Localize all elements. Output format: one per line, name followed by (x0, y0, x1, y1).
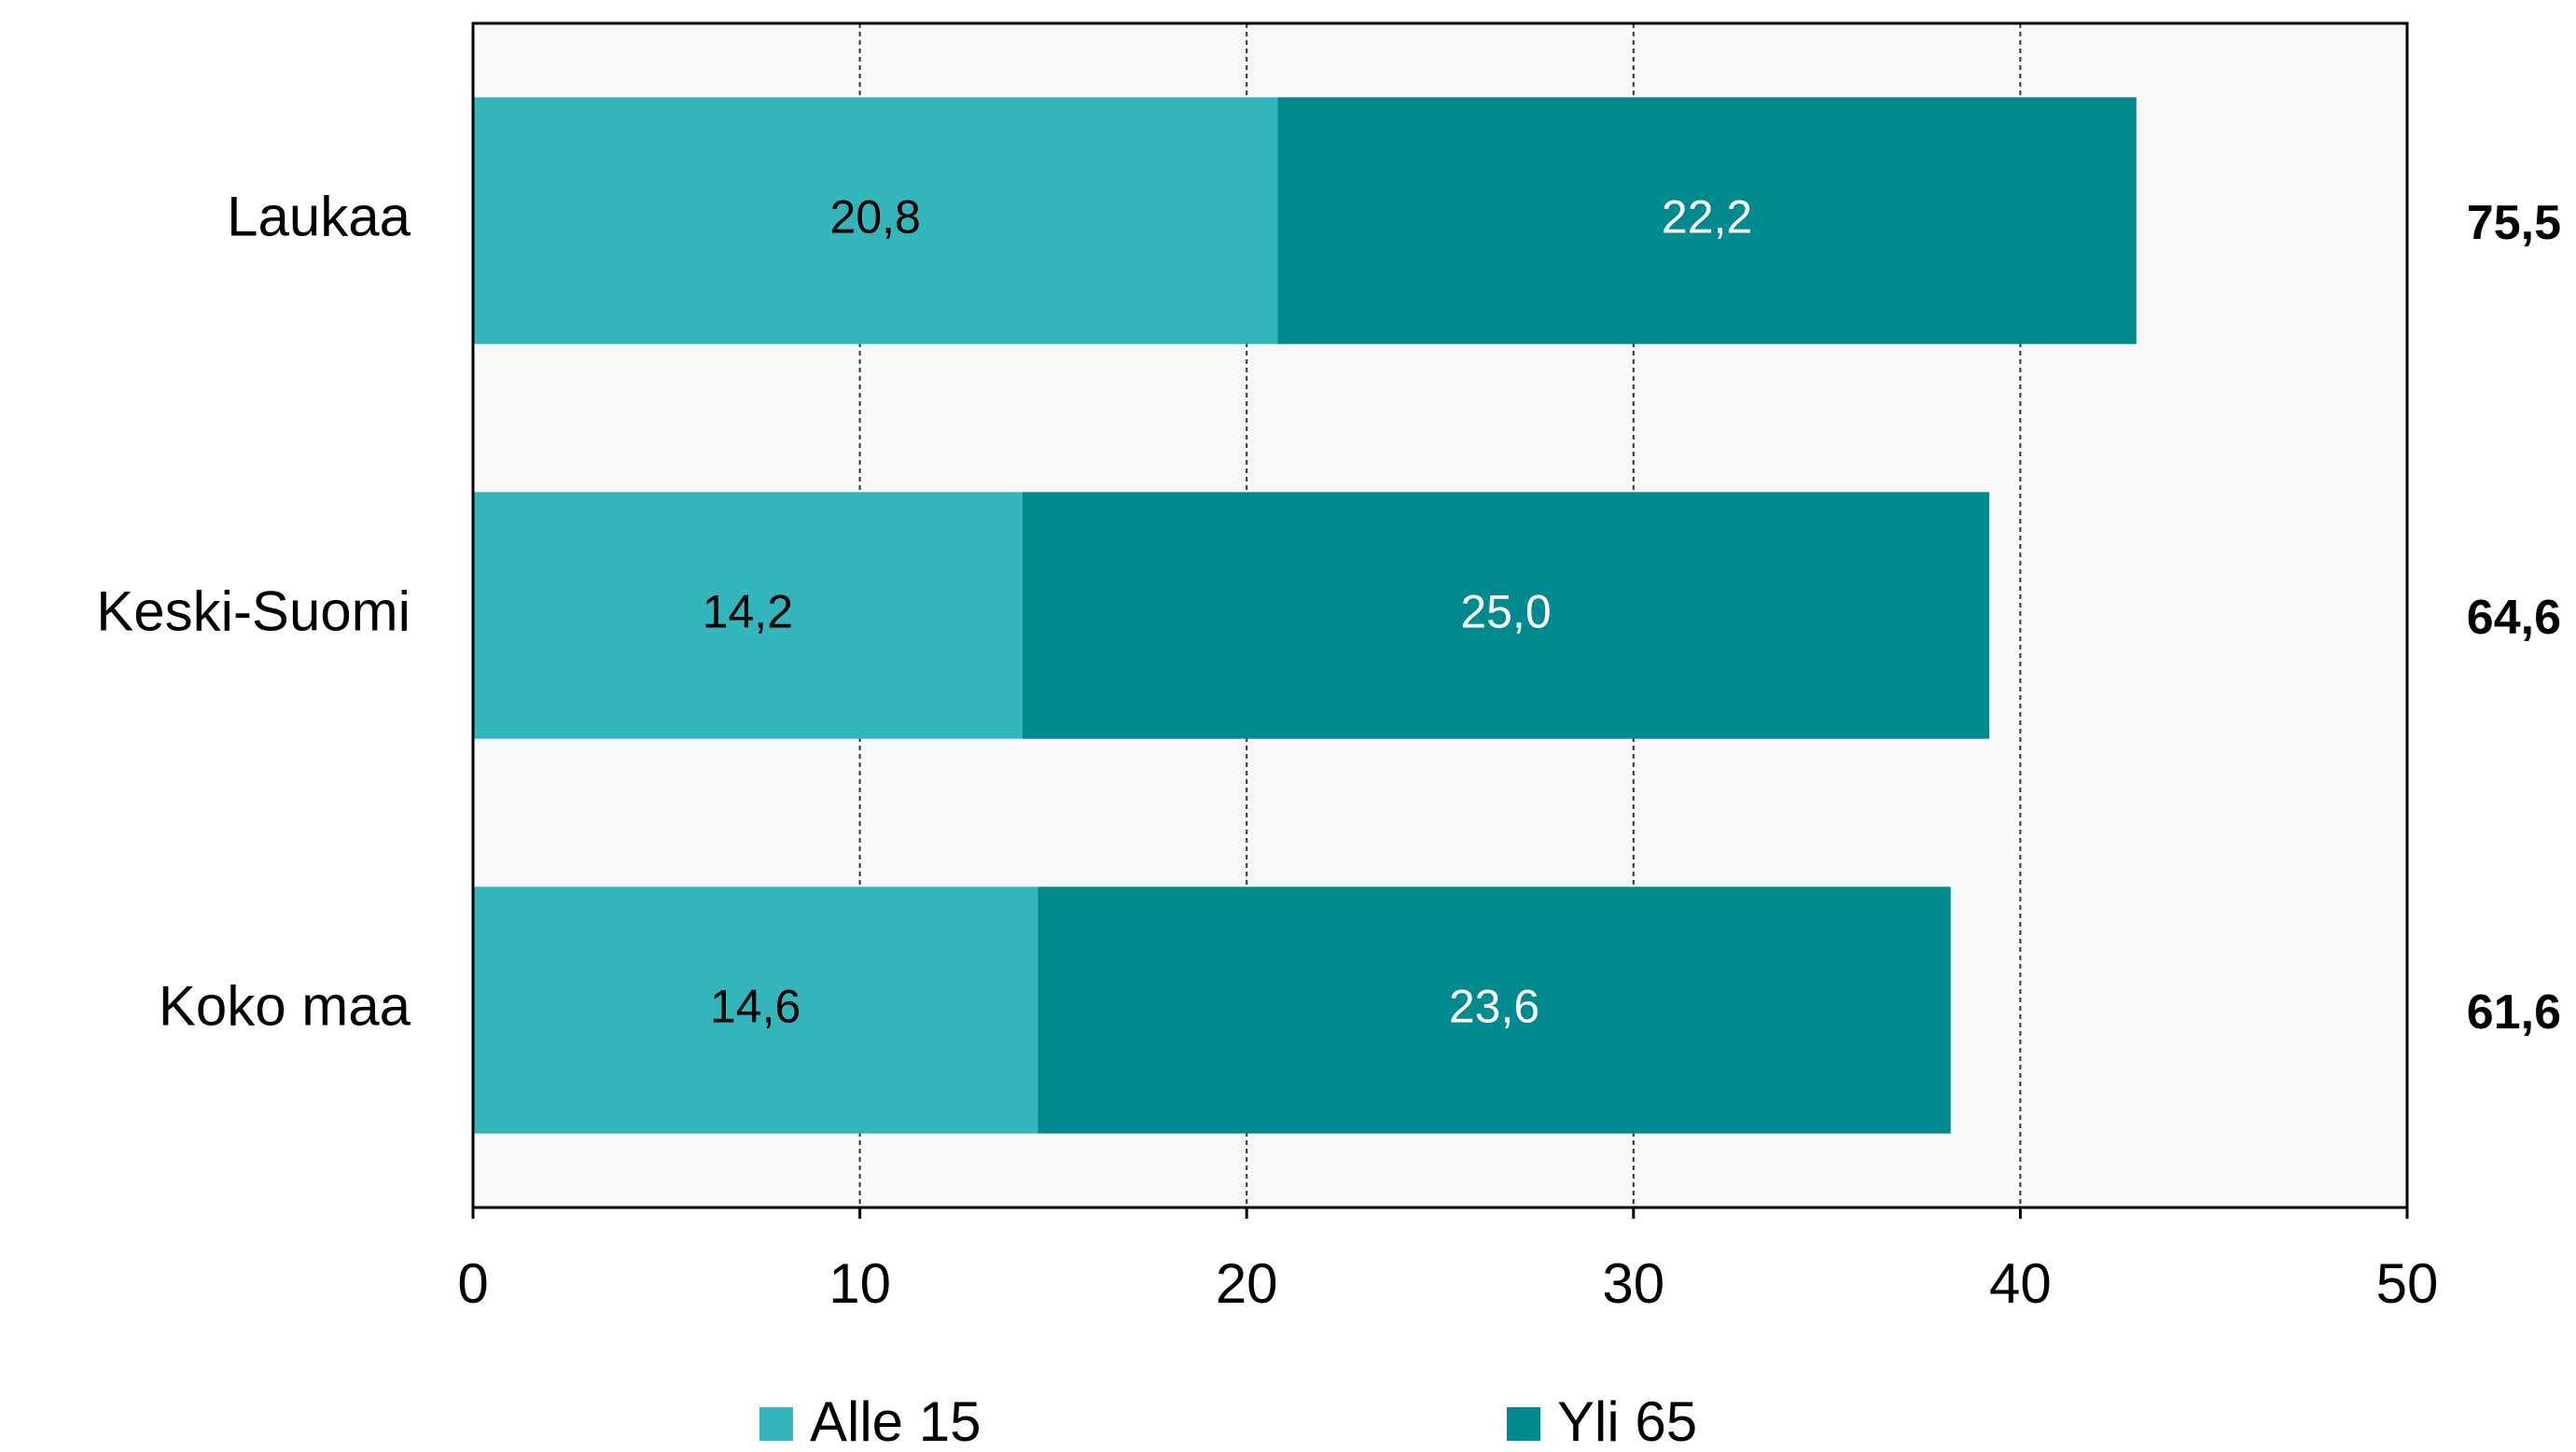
bar-segment (473, 492, 1023, 739)
category-label: Keski-Suomi (96, 579, 411, 642)
total-label: 61,6 (2467, 985, 2561, 1040)
bar-segment (473, 97, 1278, 344)
data-label: 20,8 (830, 191, 921, 244)
data-label: 14,2 (703, 586, 793, 638)
x-tick-label: 30 (1602, 1252, 1664, 1315)
data-label: 22,2 (1662, 191, 1752, 244)
legend-label: Yli 65 (1557, 1390, 1697, 1452)
category-label: Laukaa (227, 185, 411, 247)
bar-segment (473, 887, 1038, 1134)
x-tick-label: 50 (2376, 1252, 2439, 1315)
x-tick-label: 0 (457, 1252, 488, 1315)
total-label: 75,5 (2467, 196, 2561, 250)
x-tick-label: 10 (828, 1252, 891, 1315)
bar-segment (1277, 97, 2137, 344)
data-label: 14,6 (710, 981, 801, 1033)
data-label: 23,6 (1449, 981, 1539, 1033)
category-label: Koko maa (159, 974, 411, 1037)
plot-border (471, 21, 2409, 1209)
bar-segment (1022, 492, 1990, 739)
data-label: 25,0 (1460, 586, 1551, 638)
legend-swatch (1507, 1407, 1540, 1441)
legend-swatch (759, 1407, 793, 1441)
x-tick-label: 20 (1216, 1252, 1278, 1315)
x-tick-label: 40 (1989, 1252, 2052, 1315)
bar-segment (1037, 887, 1951, 1134)
legend-label: Alle 15 (810, 1390, 981, 1452)
total-label: 64,6 (2467, 591, 2561, 645)
